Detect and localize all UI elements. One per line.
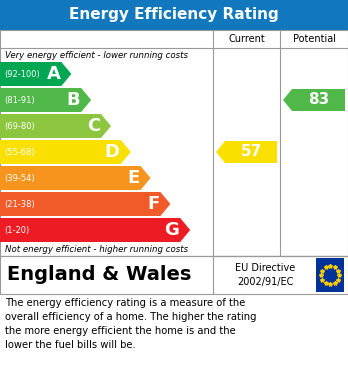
Text: (39-54): (39-54) bbox=[4, 174, 34, 183]
Text: 57: 57 bbox=[240, 145, 262, 160]
Text: Energy Efficiency Rating: Energy Efficiency Rating bbox=[69, 7, 279, 23]
Text: Very energy efficient - lower running costs: Very energy efficient - lower running co… bbox=[5, 50, 188, 59]
Polygon shape bbox=[216, 141, 277, 163]
Text: C: C bbox=[87, 117, 100, 135]
Text: Current: Current bbox=[228, 34, 265, 44]
Polygon shape bbox=[0, 166, 151, 190]
Text: (81-91): (81-91) bbox=[4, 95, 34, 104]
Text: D: D bbox=[105, 143, 120, 161]
Text: (21-38): (21-38) bbox=[4, 199, 35, 208]
Text: (1-20): (1-20) bbox=[4, 226, 29, 235]
Text: B: B bbox=[66, 91, 80, 109]
Polygon shape bbox=[0, 192, 171, 216]
Text: The energy efficiency rating is a measure of the
overall efficiency of a home. T: The energy efficiency rating is a measur… bbox=[5, 298, 256, 350]
Text: EU Directive
2002/91/EC: EU Directive 2002/91/EC bbox=[235, 264, 295, 287]
Polygon shape bbox=[0, 114, 111, 138]
Text: (69-80): (69-80) bbox=[4, 122, 35, 131]
Bar bbox=[0, 30, 348, 256]
Text: A: A bbox=[47, 65, 60, 83]
Text: 83: 83 bbox=[308, 93, 329, 108]
Bar bbox=[0, 0, 348, 30]
Text: F: F bbox=[147, 195, 159, 213]
Text: (55-68): (55-68) bbox=[4, 147, 35, 156]
Polygon shape bbox=[0, 88, 91, 112]
Text: England & Wales: England & Wales bbox=[7, 265, 191, 285]
Bar bbox=[316, 258, 344, 292]
Text: G: G bbox=[164, 221, 179, 239]
Text: (92-100): (92-100) bbox=[4, 70, 40, 79]
Text: E: E bbox=[127, 169, 140, 187]
Text: Not energy efficient - higher running costs: Not energy efficient - higher running co… bbox=[5, 244, 188, 253]
Polygon shape bbox=[0, 62, 71, 86]
Polygon shape bbox=[283, 89, 345, 111]
Text: Potential: Potential bbox=[293, 34, 335, 44]
Polygon shape bbox=[0, 218, 190, 242]
Bar bbox=[0, 256, 348, 294]
Polygon shape bbox=[0, 140, 131, 164]
